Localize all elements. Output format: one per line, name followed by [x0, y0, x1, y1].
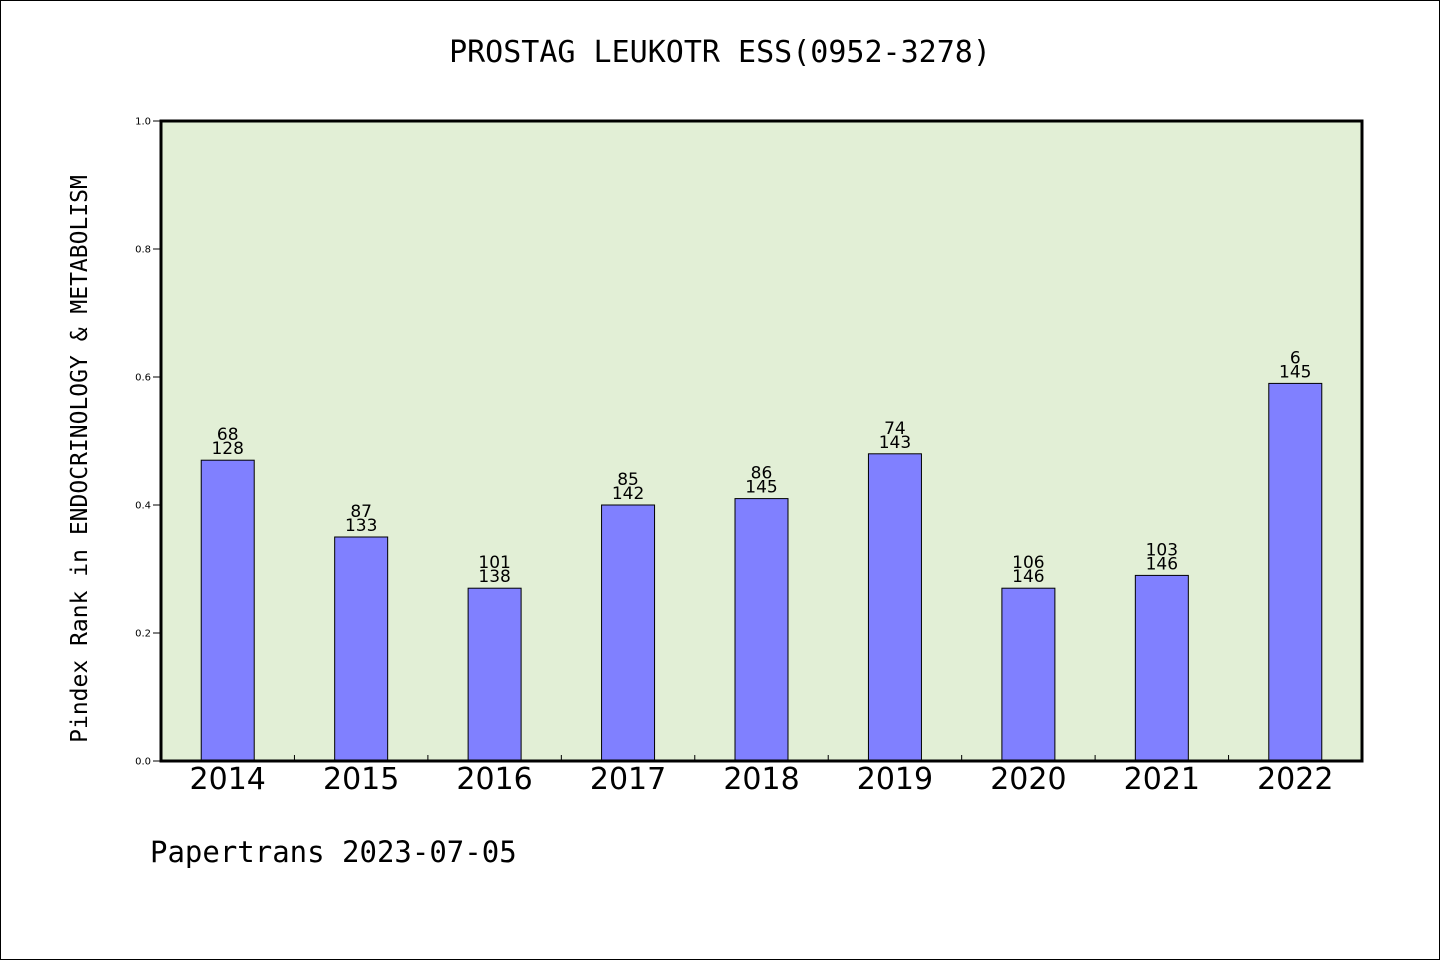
bar-total-label: 145 — [1279, 362, 1311, 382]
bar-rank-label: 101 — [478, 553, 510, 573]
bar — [1001, 587, 1056, 762]
bar-total-label: 138 — [478, 567, 510, 587]
bar — [601, 504, 656, 762]
x-tick-label: 2019 — [857, 762, 933, 797]
y-tick-label: 0.0 — [135, 757, 151, 768]
bar — [867, 453, 922, 762]
bar-total-label: 146 — [1012, 567, 1044, 587]
y-tick-label: 0.2 — [135, 629, 151, 640]
bar — [1268, 382, 1323, 762]
bar — [734, 498, 789, 762]
bar-total-label: 146 — [1146, 554, 1178, 574]
bar-total-label: 145 — [745, 478, 777, 498]
footer-credit: Papertrans 2023-07-05 — [150, 835, 517, 869]
x-tick-label: 2018 — [723, 762, 799, 797]
bar-rank-label: 103 — [1146, 540, 1178, 560]
bar-rank-label: 86 — [751, 464, 773, 484]
y-tick-label: 1.0 — [135, 117, 151, 128]
bar-total-label: 142 — [612, 484, 644, 504]
x-tick-label: 2014 — [190, 762, 266, 797]
chart-title: PROSTAG LEUKOTR ESS(0952-3278) — [449, 35, 991, 70]
bar-rank-label: 106 — [1012, 553, 1044, 573]
bar-rank-label: 68 — [217, 425, 239, 445]
x-tick-label: 2022 — [1257, 762, 1333, 797]
y-tick-label: 0.4 — [135, 501, 151, 512]
bar-rank-label: 74 — [884, 419, 906, 439]
bar — [1134, 574, 1189, 762]
x-tick-label: 2020 — [990, 762, 1066, 797]
y-tick-label: 0.6 — [135, 373, 151, 384]
plot-border — [159, 119, 1364, 763]
bar-rank-label: 6 — [1290, 348, 1301, 368]
x-tick-label: 2015 — [323, 762, 399, 797]
bar-total-label: 143 — [879, 433, 911, 453]
bar-total-label: 133 — [345, 516, 377, 536]
x-tick-label: 2016 — [456, 762, 532, 797]
x-tick-label: 2017 — [590, 762, 666, 797]
bar-rank-label: 87 — [350, 502, 372, 522]
bar — [334, 536, 389, 762]
bar — [200, 459, 255, 762]
x-tick-label: 2021 — [1124, 762, 1200, 797]
bar-rank-label: 85 — [617, 470, 639, 490]
y-tick-label: 0.8 — [135, 245, 151, 256]
bar — [467, 587, 522, 762]
bar-total-label: 128 — [211, 439, 243, 459]
